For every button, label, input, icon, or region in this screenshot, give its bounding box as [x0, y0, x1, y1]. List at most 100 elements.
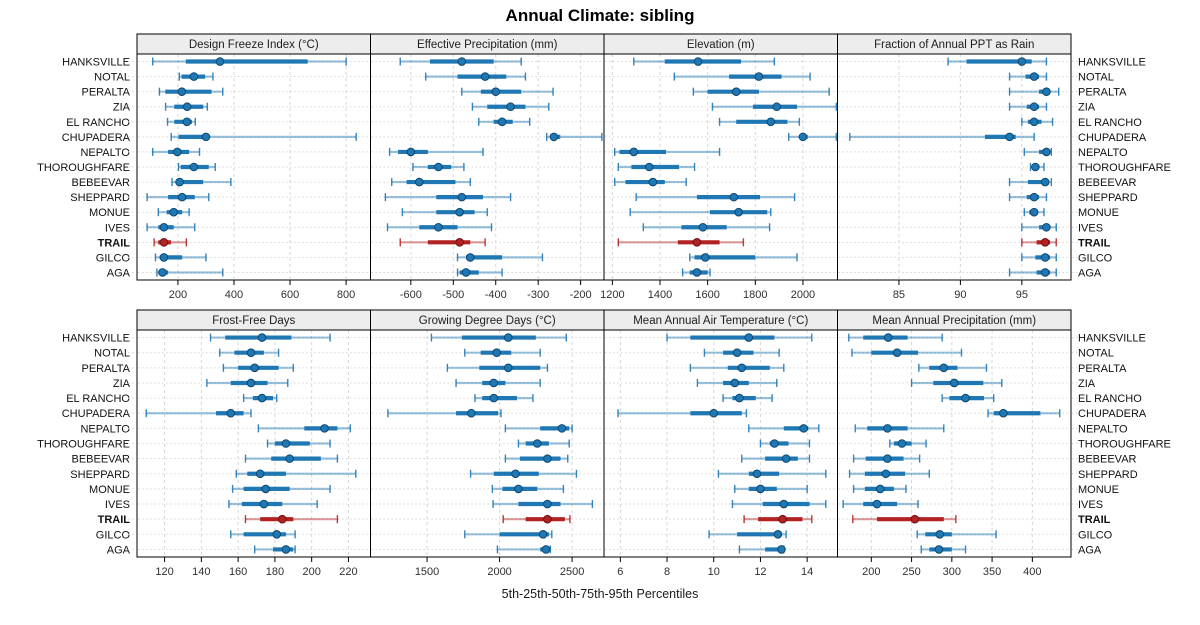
- median-dot: [629, 147, 639, 157]
- median-dot: [177, 87, 187, 96]
- x-tick-label: 95: [1016, 289, 1028, 301]
- median-dot: [939, 363, 949, 373]
- median-dot: [949, 378, 959, 388]
- median-dot: [648, 177, 658, 187]
- station-label-left: GILCO: [96, 529, 131, 541]
- median-dot: [215, 57, 225, 66]
- station-label-left: TRAIL: [98, 237, 131, 249]
- median-dot: [1031, 162, 1040, 172]
- x-tick-label: 1400: [648, 289, 672, 301]
- x-tick-label: 14: [801, 566, 813, 578]
- panel-strip: [837, 33, 1072, 55]
- median-dot: [514, 484, 523, 494]
- median-dot: [175, 177, 184, 187]
- median-dot: [277, 514, 287, 524]
- figure-title: Annual Climate: sibling: [505, 6, 695, 25]
- median-dot: [770, 439, 779, 448]
- median-dot: [799, 424, 808, 433]
- station-label-right: TRAIL: [1078, 514, 1111, 526]
- station-label-left: GILCO: [96, 252, 131, 264]
- x-tick-label: 90: [954, 289, 966, 301]
- median-dot: [189, 72, 199, 81]
- panel-frost-free-days: Frost-Free Days 120 140 160 180 200 220: [136, 309, 371, 578]
- station-label-right: MONUE: [1078, 207, 1119, 219]
- station-label-right: THOROUGHFARE: [1078, 162, 1171, 174]
- station-label-right: IVES: [1078, 222, 1103, 234]
- station-label-right: AGA: [1078, 544, 1102, 556]
- median-dot: [320, 424, 329, 433]
- panel-strip-title: Fraction of Annual PPT as Rain: [874, 39, 1034, 51]
- x-tick-label: 200: [302, 566, 320, 578]
- station-label-right: NOTAL: [1078, 72, 1114, 84]
- station-label-right: BEBEEVAR: [1078, 454, 1137, 466]
- x-tick-label: 800: [337, 289, 355, 301]
- station-label-right: BEBEEVAR: [1078, 177, 1137, 189]
- x-tick-label: 250: [902, 566, 920, 578]
- station-label-left: PERALTA: [82, 363, 131, 375]
- median-dot: [644, 162, 654, 172]
- x-tick-label: -400: [485, 289, 507, 301]
- median-dot: [1042, 87, 1051, 96]
- station-label-right: ZIA: [1078, 102, 1096, 114]
- median-dot: [779, 499, 789, 509]
- station-label-right: HANKSVILLE: [1078, 333, 1146, 345]
- x-tick-label: 400: [225, 289, 243, 301]
- median-dot: [752, 469, 762, 479]
- station-label-left: NOTAL: [94, 348, 130, 360]
- median-dot: [543, 454, 552, 463]
- station-label-right: CHUPADERA: [1078, 132, 1147, 144]
- station-label-left: THOROUGHFARE: [37, 439, 130, 451]
- median-dot: [1029, 207, 1039, 217]
- station-label-left: AGA: [107, 544, 131, 556]
- station-label-left: MONUE: [89, 207, 130, 219]
- median-dot: [173, 147, 182, 157]
- median-dot: [257, 333, 267, 342]
- station-label-right: EL RANCHO: [1078, 117, 1142, 129]
- median-dot: [754, 72, 764, 81]
- median-dot: [543, 514, 552, 524]
- median-dot: [281, 439, 291, 448]
- station-label-left: SHEPPARD: [70, 192, 130, 204]
- median-dot: [875, 484, 885, 494]
- panel-elevation-m: Elevation (m) 1200 1400 1600 1800 2000: [600, 33, 838, 301]
- station-label-right: MONUE: [1078, 484, 1119, 496]
- median-dot: [541, 545, 551, 554]
- median-dot: [492, 348, 501, 358]
- x-tick-label: 200: [169, 289, 187, 301]
- median-dot: [935, 530, 945, 539]
- station-label-left: NOTAL: [94, 72, 130, 84]
- median-dot: [285, 454, 294, 463]
- median-dot: [778, 514, 787, 524]
- median-dot: [489, 393, 499, 403]
- x-tick-label: 6: [617, 566, 623, 578]
- median-dot: [497, 117, 507, 127]
- median-dot: [1042, 222, 1051, 232]
- panel-growing-degree-days-c: Growing Degree Days (°C) 1500 2000 2500: [370, 309, 605, 578]
- median-dot: [756, 484, 765, 494]
- median-dot: [246, 348, 256, 358]
- median-dot: [455, 238, 464, 247]
- station-label-right: PERALTA: [1078, 363, 1127, 375]
- percentiles-caption: 5th-25th-50th-75th-95th Percentiles: [501, 587, 699, 601]
- x-tick-label: 140: [192, 566, 210, 578]
- x-tick-label: 300: [943, 566, 961, 578]
- median-dot: [781, 454, 791, 463]
- panel-strip-title: Effective Precipitation (mm): [417, 39, 558, 51]
- x-tick-label: -600: [400, 289, 422, 301]
- station-label-right: SHEPPARD: [1078, 469, 1138, 481]
- station-label-left: THOROUGHFARE: [37, 162, 130, 174]
- median-dot: [189, 162, 199, 172]
- station-label-right: GILCO: [1078, 252, 1113, 264]
- panel-strip-title: Frost-Free Days: [212, 315, 295, 327]
- panel-strip-title: Elevation (m): [687, 39, 755, 51]
- station-label-left: HANKSVILLE: [62, 333, 130, 345]
- x-tick-label: 600: [281, 289, 299, 301]
- station-label-right: PERALTA: [1078, 87, 1127, 99]
- median-dot: [999, 408, 1008, 418]
- x-tick-label: 85: [893, 289, 905, 301]
- median-dot: [883, 333, 893, 342]
- station-label-left: CHUPADERA: [62, 132, 131, 144]
- station-label-right: AGA: [1078, 267, 1102, 279]
- median-dot: [538, 530, 548, 539]
- median-dot: [201, 132, 211, 142]
